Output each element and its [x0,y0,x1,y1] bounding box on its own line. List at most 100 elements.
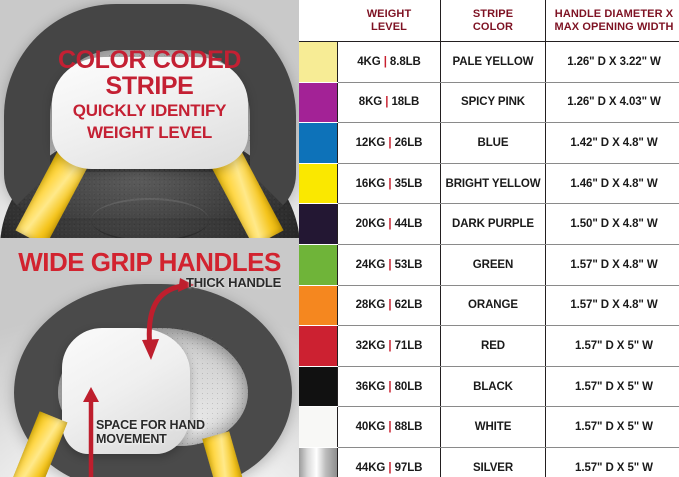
weight-separator: | [388,218,392,231]
swatch-fill [299,407,337,447]
handle-dimension-cell: 1.26" D X 4.03" W [545,82,679,124]
weight-lb: 35LB [391,177,423,190]
swatch-fill [299,326,337,366]
weight-lb: 97LB [391,461,423,474]
stripe-color-name-cell: DARK PURPLE [440,203,546,245]
weight-lb: 53LB [391,258,423,271]
header-stripe-color: STRIPE COLOR [440,0,546,42]
weight-level-cell: 16KG | 35LB [337,163,441,205]
table-row: 44KG | 97LB SILVER 1.57" D X 5" W [299,447,679,477]
bottom-title: WIDE GRIP HANDLES [18,247,281,277]
handle-dimension-cell: 1.26" D X 3.22" W [545,41,679,83]
stripe-color-swatch [299,163,338,205]
hand-space-arrow-icon [83,387,99,477]
table-row: 28KG | 62LB ORANGE 1.57" D X 4.8" W [299,285,679,327]
stripe-color-name-cell: BLACK [440,366,546,408]
stripe-color-swatch [299,447,338,477]
thick-handle-arrow-icon [142,278,194,360]
weight-separator: | [385,96,389,109]
table-row: 16KG | 35LB BRIGHT YELLOW 1.46" D X 4.8" W [299,163,679,205]
handle-dimension-cell: 1.57" D X 5" W [545,366,679,408]
swatch-fill [299,244,337,285]
stripe-color-swatch [299,244,338,286]
weight-level-cell: 44KG | 97LB [337,447,441,477]
weight-kg: 24KG [355,258,389,271]
stripe-color-name-cell: PALE YELLOW [440,41,546,83]
weight-level-cell: 36KG | 80LB [337,366,441,408]
weight-kg: 12KG [355,136,389,149]
swatch-fill [299,42,337,82]
top-title-line1: COLOR CODED [57,46,242,74]
stripe-color-name-cell: RED [440,325,546,367]
weight-separator: | [388,177,392,190]
weight-separator: | [388,461,392,474]
hand-space-label-line1: SPACE FOR HAND [96,418,205,432]
wide-grip-handles-panel: WIDE GRIP HANDLES THICK HANDLE SPACE FOR… [0,238,299,477]
weight-lb: 44LB [391,218,423,231]
weight-kg: 40KG [355,421,389,434]
weight-separator: | [388,380,392,393]
stripe-color-name-cell: WHITE [440,406,546,448]
stripe-color-swatch [299,325,338,367]
weight-kg: 16KG [355,177,389,190]
table-header-row: WEIGHT LEVEL STRIPE COLOR HANDLE DIAMETE… [299,0,679,42]
weight-level-cell: 8KG | 18LB [337,82,441,124]
weight-kg: 36KG [355,380,389,393]
stripe-color-name-cell: ORANGE [440,285,546,327]
header-swatch [299,0,338,42]
weight-level-cell: 4KG | 8.8LB [337,41,441,83]
top-title-line2: STRIPE [105,72,194,100]
handle-dimension-cell: 1.57" D X 5" W [545,447,679,477]
weight-lb: 80LB [391,380,423,393]
table-row: 24KG | 53LB GREEN 1.57" D X 4.8" W [299,244,679,286]
handle-dimension-cell: 1.50" D X 4.8" W [545,203,679,245]
stripe-color-swatch [299,203,338,245]
stripe-color-swatch [299,285,338,327]
weight-level-cell: 28KG | 62LB [337,285,441,327]
handle-dimension-cell: 1.46" D X 4.8" W [545,163,679,205]
swatch-fill [299,285,337,326]
stripe-color-name-cell: GREEN [440,244,546,286]
weight-separator: | [388,258,392,271]
table-row: 8KG | 18LB SPICY PINK 1.26" D X 4.03" W [299,82,679,124]
swatch-fill [299,82,337,123]
product-image-column: COLOR CODED STRIPE QUICKLY IDENTIFY WEIG… [0,0,299,477]
stripe-color-name-cell: BRIGHT YELLOW [440,163,546,205]
table-row: 4KG | 8.8LB PALE YELLOW 1.26" D X 3.22" W [299,41,679,83]
hand-space-label: SPACE FOR HAND MOVEMENT [96,418,226,446]
table-row: 12KG | 26LB BLUE 1.42" D X 4.8" W [299,122,679,164]
header-color-line2: COLOR [472,20,514,33]
color-coded-stripe-panel: COLOR CODED STRIPE QUICKLY IDENTIFY WEIG… [0,0,299,238]
stripe-color-name-cell: SILVER [440,447,546,477]
weight-kg: 20KG [355,218,389,231]
table-row: 20KG | 44LB DARK PURPLE 1.50" D X 4.8" W [299,203,679,245]
weight-kg: 8KG [358,96,386,109]
stripe-color-swatch [299,122,338,164]
handle-dimension-cell: 1.42" D X 4.8" W [545,122,679,164]
swatch-fill [299,204,337,244]
header-dimension-line2: MAX OPENING WIDTH [554,20,674,33]
header-dimensions: HANDLE DIAMETER X MAX OPENING WIDTH [545,0,679,42]
weight-lb: 71LB [391,339,423,352]
top-panel-title-block: COLOR CODED STRIPE QUICKLY IDENTIFY WEIG… [0,48,299,142]
top-subtitle-line1: QUICKLY IDENTIFY [72,101,227,120]
bottom-panel-title-block: WIDE GRIP HANDLES [0,248,299,276]
weight-level-cell: 32KG | 71LB [337,325,441,367]
swatch-fill [299,366,337,407]
header-color-line1: STRIPE [472,8,514,20]
weight-level-cell: 40KG | 88LB [337,406,441,448]
handle-dimension-cell: 1.57" D X 5" W [545,406,679,448]
weight-kg: 4KG [357,55,384,68]
handle-dimension-cell: 1.57" D X 4.8" W [545,244,679,286]
header-weight-line1: WEIGHT [366,8,412,20]
swatch-fill [299,447,337,477]
weight-separator: | [388,421,392,434]
swatch-fill [299,123,337,163]
stripe-color-swatch [299,366,338,408]
weight-separator: | [388,299,392,312]
specification-table-container: WEIGHT LEVEL STRIPE COLOR HANDLE DIAMETE… [299,0,679,477]
handle-opening-highlight [62,328,190,454]
weight-level-cell: 12KG | 26LB [337,122,441,164]
weight-separator: | [388,136,392,149]
